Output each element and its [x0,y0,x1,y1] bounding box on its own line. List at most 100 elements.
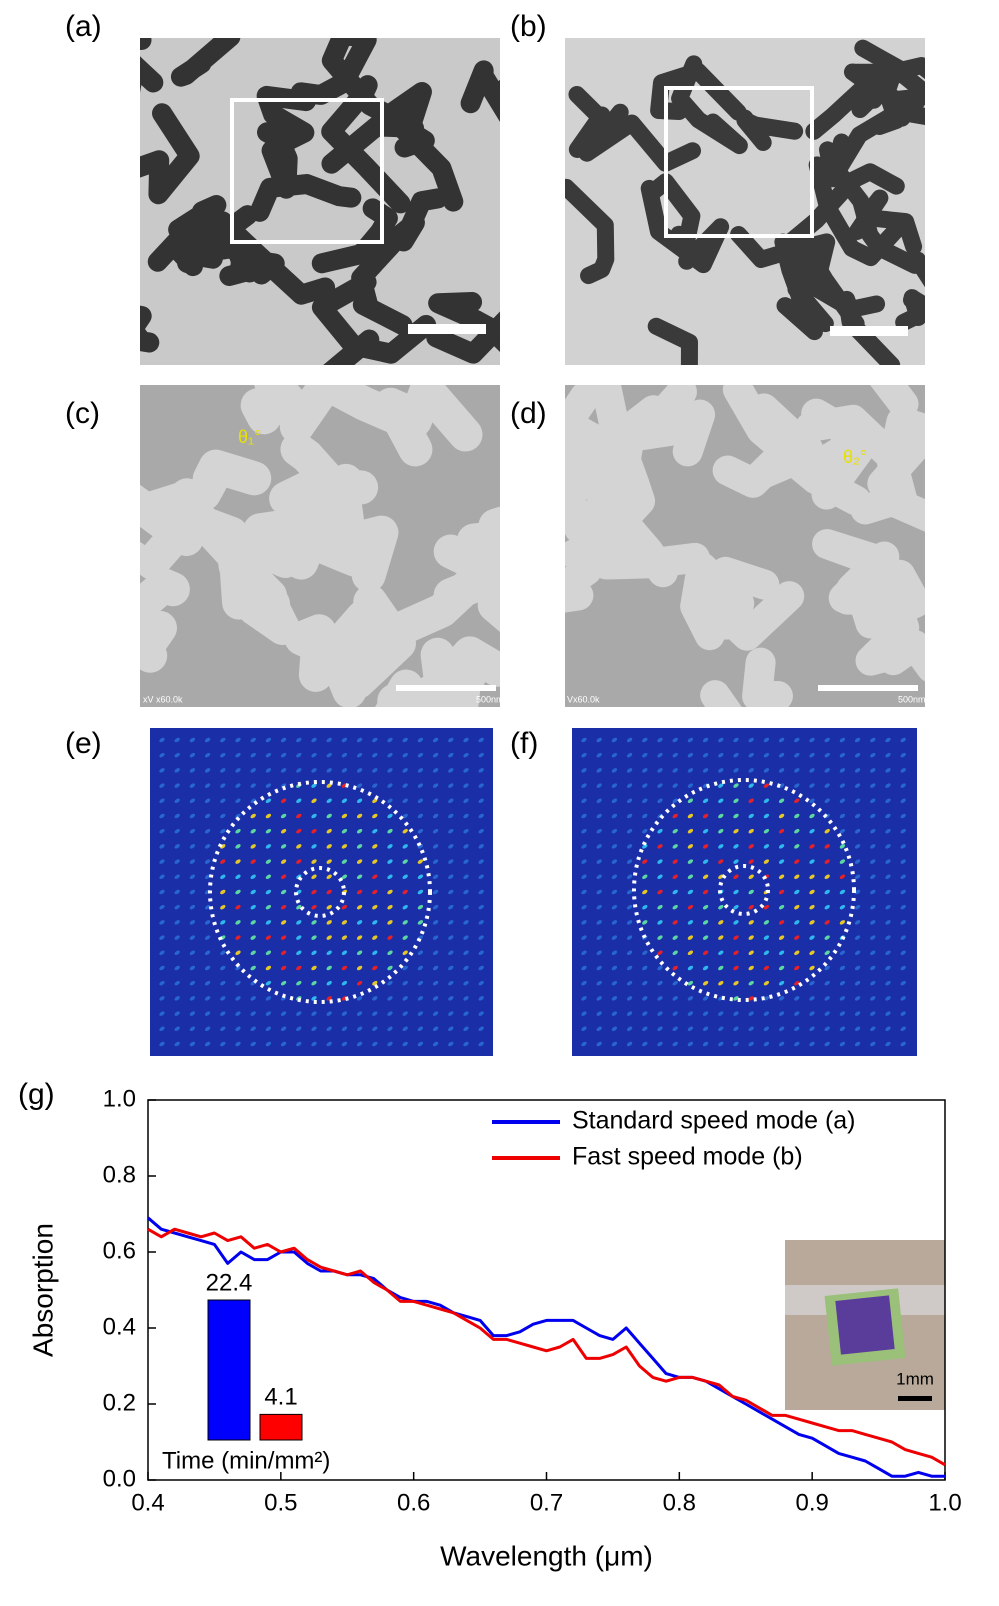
field-dot [581,813,587,819]
field-dot [596,1026,602,1032]
field-dot [702,950,709,956]
field-dot [311,737,317,743]
field-dot [432,904,439,910]
field-dot [311,768,317,773]
sem-feature [140,610,177,663]
field-dot [387,980,393,986]
field-dot [626,768,633,773]
field-dot [718,783,724,788]
field-dot [794,737,800,743]
x-tick-label: 0.5 [264,1489,297,1516]
field-dot [854,737,861,743]
field-dot [809,783,815,788]
field-dot [341,768,348,773]
field-dot [402,965,408,971]
field-dot [235,950,241,956]
field-dot [611,1011,618,1016]
field-dot [733,935,739,940]
field-dot [672,859,678,864]
sem-feature [680,552,755,651]
field-dot [870,752,876,758]
field-dot [296,950,302,956]
field-dot [748,950,754,956]
field-dot [611,844,618,849]
field-dot [642,889,648,895]
field-dot [854,1011,861,1016]
field-dot [733,874,739,880]
field-dot [356,752,363,758]
field-dot [463,1041,469,1047]
sem-feature [878,629,925,682]
field-dot [204,920,211,925]
field-dot [854,844,861,849]
field-dot [839,752,846,758]
sem-feature [565,513,610,613]
field-dot [824,980,830,986]
field-dot [596,798,602,804]
field-dot [448,1011,454,1016]
field-dot [854,980,861,986]
field-dot [326,768,332,773]
field-dot [809,920,815,925]
field-dot [250,859,256,864]
field-dot [280,828,287,834]
field-dot [596,950,602,956]
field-dot [809,935,815,940]
field-dot [733,783,739,788]
field-dot [748,935,754,940]
field-dot [463,920,469,925]
field-dot [220,1041,226,1047]
field-dot [250,920,256,925]
field-dot [748,768,754,773]
field-dot [733,889,739,895]
sem-feature [565,442,593,529]
field-dot [326,889,332,895]
field-dot [341,920,348,925]
field-dot [900,783,906,788]
field-dot [448,737,454,743]
field-dot [250,1041,256,1047]
field-dot [265,935,272,940]
field-dot [220,965,226,971]
field-dot [296,965,302,971]
field-dot [174,783,180,788]
field-dot [611,996,618,1001]
field-dot [204,950,211,956]
field-dot [250,1026,256,1032]
field-dot [718,798,724,804]
field-dot [159,904,165,910]
field-dot [311,965,317,971]
field-dot [596,752,602,758]
field-dot [417,1026,424,1032]
field-dot [900,768,906,773]
field-dot [839,1041,846,1047]
field-dot [672,783,678,788]
field-dot [463,1011,469,1016]
field-dot [417,859,424,864]
field-dot [280,1026,287,1032]
field-dot [809,752,815,758]
field-dot [870,950,876,956]
field-dot [702,844,709,849]
field-dot [326,828,332,834]
field-dot [448,828,454,834]
field-dot [204,935,211,940]
field-dot [235,828,241,834]
field-dot [839,783,846,788]
field-dot [839,828,846,834]
field-dot [478,996,484,1001]
field-dot [794,768,800,773]
field-dot [220,752,226,758]
sem-info: xV x60.0k [143,694,183,704]
field-dot [341,874,348,880]
field-dot [265,859,272,864]
field-dot [463,996,469,1001]
field-dot [733,859,739,864]
field-dot [885,950,891,956]
field-dot [463,1026,469,1032]
field-dot [885,1041,891,1047]
sem-feature [284,600,380,692]
field-dot [189,920,196,925]
field-dot [341,859,348,864]
field-dot [672,1026,678,1032]
